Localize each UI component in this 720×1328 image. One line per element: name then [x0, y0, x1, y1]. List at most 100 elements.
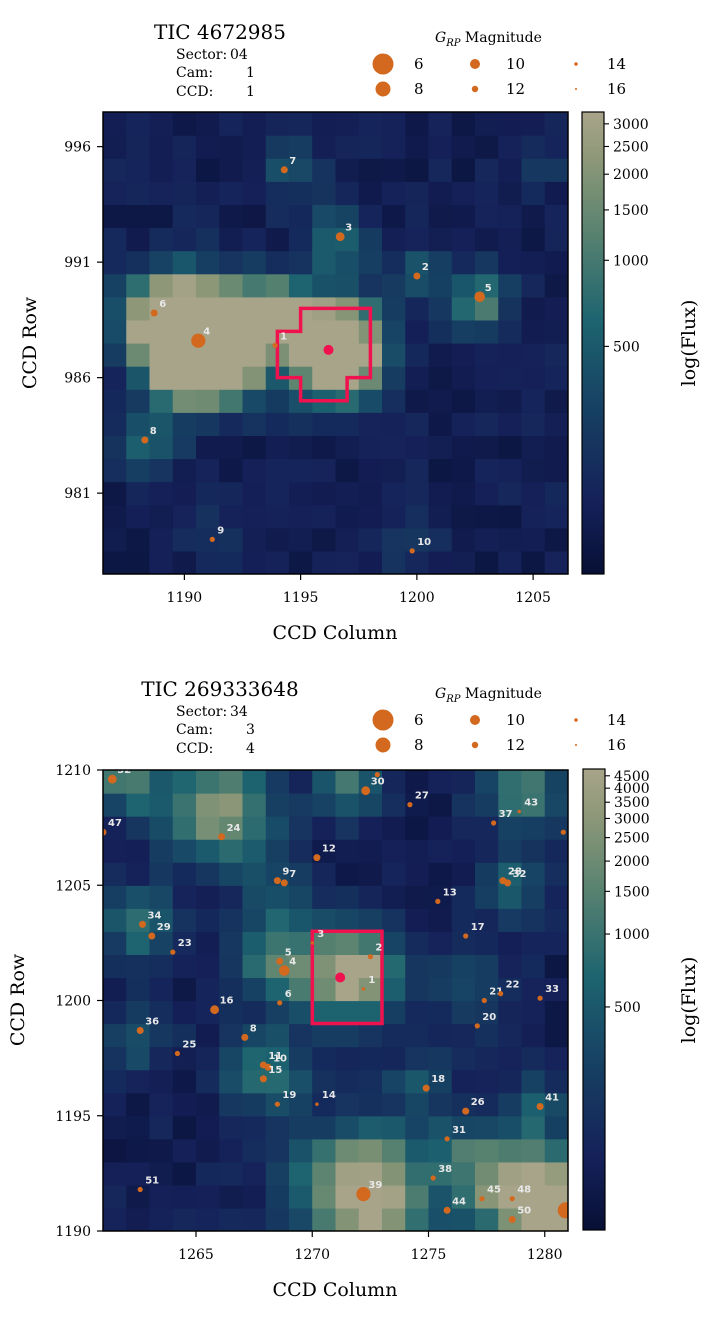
flux-pixel	[475, 181, 499, 205]
flux-pixel	[335, 908, 360, 932]
flux-pixel	[172, 550, 197, 574]
flux-pixel	[219, 816, 244, 840]
flux-pixel	[219, 158, 244, 182]
star-marker-39	[356, 1187, 371, 1202]
legend-marker-mag-6	[372, 709, 394, 731]
flux-pixel	[289, 550, 313, 574]
x-axis-label: CCD Column	[273, 622, 398, 644]
colorbar-label: log(Flux)	[678, 300, 700, 387]
flux-pixel	[149, 1092, 174, 1117]
flux-pixel	[382, 435, 406, 460]
flux-pixel	[242, 931, 267, 955]
flux-pixel	[126, 1207, 151, 1231]
star-label-21: 21	[489, 987, 503, 998]
flux-pixel	[219, 770, 244, 794]
legend-label-mag-6: 6	[414, 55, 424, 73]
flux-pixel	[498, 296, 523, 321]
flux-pixel	[126, 885, 151, 909]
info-ccd-label: CCD:	[176, 84, 213, 100]
flux-pixel	[335, 204, 360, 229]
flux-pixel	[451, 839, 476, 863]
star-marker-22	[498, 991, 504, 997]
flux-pixel	[196, 273, 220, 298]
flux-pixel	[149, 319, 174, 344]
star-label-1: 1	[280, 331, 287, 342]
flux-pixel	[405, 954, 430, 979]
flux-pixel	[451, 227, 476, 252]
flux-pixel	[196, 458, 220, 483]
star-marker-10	[409, 548, 415, 554]
y-tick-label: 991	[64, 255, 91, 271]
star-marker-3	[310, 941, 314, 945]
flux-pixel	[289, 931, 313, 955]
flux-pixel	[103, 227, 127, 252]
flux-pixel	[521, 816, 546, 840]
flux-pixel	[521, 389, 546, 413]
flux-pixel	[544, 885, 568, 909]
flux-pixel	[103, 366, 127, 390]
info-ccd-value: 4	[246, 741, 255, 757]
flux-pixel	[358, 435, 383, 460]
star-label-9: 9	[282, 867, 289, 878]
flux-pixel	[219, 343, 244, 367]
flux-pixel	[196, 839, 220, 863]
star-label-1: 1	[368, 975, 375, 986]
flux-pixel	[405, 1046, 430, 1071]
flux-pixel	[405, 343, 430, 367]
flux-pixel	[544, 527, 568, 552]
flux-pixel	[289, 1000, 313, 1025]
legend-marker-mag-8	[375, 81, 391, 97]
flux-pixel	[498, 527, 523, 552]
flux-pixel	[498, 1138, 523, 1163]
flux-pixel	[242, 481, 267, 506]
flux-pixel	[149, 1161, 174, 1186]
flux-pixel	[126, 296, 151, 321]
flux-pixel	[521, 1184, 546, 1209]
flux-pixel	[521, 1138, 546, 1163]
flux-pixel	[242, 227, 267, 252]
flux-pixel	[103, 931, 127, 955]
flux-pixel	[382, 1138, 406, 1163]
flux-pixel	[312, 412, 337, 436]
flux-pixel	[544, 481, 568, 506]
flux-pixel	[475, 1207, 499, 1231]
aperture-outline	[310, 929, 384, 1026]
flux-pixel	[289, 1115, 313, 1140]
flux-pixel	[242, 816, 267, 840]
y-axis-label: CCD Row	[19, 296, 41, 389]
flux-pixel	[103, 550, 127, 574]
flux-pixel	[126, 1115, 151, 1140]
flux-pixel	[475, 481, 499, 506]
flux-pixel	[219, 527, 244, 552]
flux-pixel	[428, 1046, 453, 1071]
flux-pixel	[126, 862, 151, 886]
flux-pixel	[451, 550, 476, 574]
legend-marker-mag-16	[575, 744, 577, 746]
flux-pixel	[103, 458, 127, 483]
info-block: Sector: 04 Cam: 1 CCD: 1	[176, 47, 255, 100]
flux-pixel	[382, 135, 406, 159]
flux-pixel	[521, 1092, 546, 1117]
flux-pixel	[405, 435, 430, 460]
flux-pixel	[126, 250, 151, 275]
aperture-outline	[275, 306, 373, 403]
flux-pixel	[242, 1161, 267, 1186]
star-label-12: 12	[322, 844, 336, 855]
flux-pixel	[196, 527, 220, 552]
flux-pixel	[219, 204, 244, 229]
flux-pixel	[498, 1184, 523, 1209]
star-marker-45	[479, 1196, 485, 1202]
flux-pixel	[428, 1115, 453, 1140]
flux-pixel	[405, 389, 430, 413]
y-tick-label: 1210	[55, 763, 91, 779]
flux-pixel	[312, 1000, 337, 1025]
star-marker-6	[150, 309, 158, 317]
flux-pixel	[149, 931, 174, 955]
flux-pixel	[405, 181, 430, 205]
flux-pixel	[358, 1138, 383, 1163]
flux-pixel	[382, 977, 406, 1002]
flux-pixel	[451, 862, 476, 886]
flux-pixel	[335, 112, 360, 136]
star-label-28: 28	[508, 867, 522, 878]
flux-pixel	[475, 1115, 499, 1140]
